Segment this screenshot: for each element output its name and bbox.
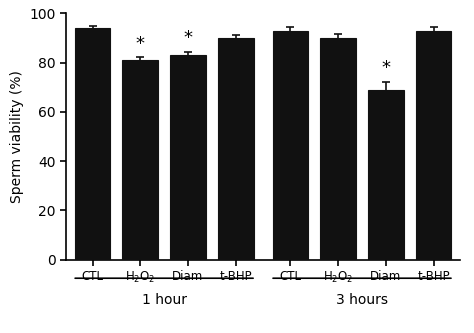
Bar	[416, 31, 451, 260]
Bar	[170, 55, 206, 260]
Text: *: *	[183, 29, 192, 47]
Bar	[320, 38, 356, 260]
Text: 1 hour: 1 hour	[142, 293, 187, 307]
Y-axis label: Sperm viability (%): Sperm viability (%)	[10, 70, 24, 203]
Bar	[75, 28, 110, 260]
Text: *: *	[136, 35, 145, 53]
Bar	[368, 90, 404, 260]
Bar	[273, 31, 309, 260]
Bar	[218, 38, 254, 260]
Text: 3 hours: 3 hours	[336, 293, 388, 307]
Bar	[122, 60, 158, 260]
Text: *: *	[382, 59, 391, 77]
